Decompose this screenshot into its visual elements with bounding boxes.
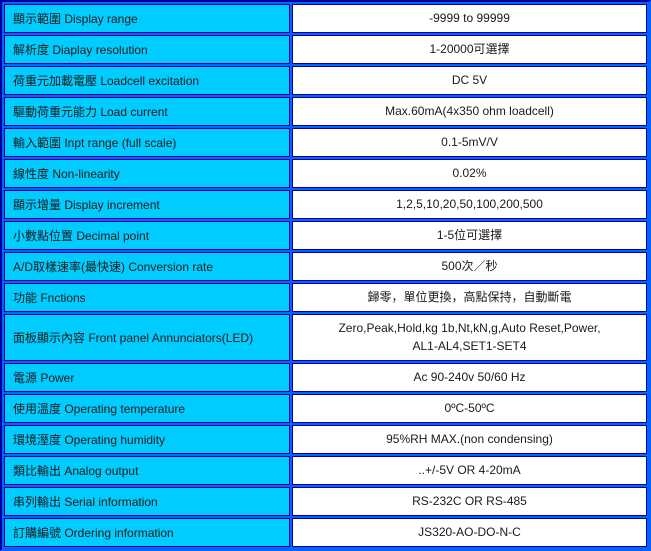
table-row: 類比輸出 Analog output ..+/-5V OR 4-20mA — [4, 456, 647, 485]
table-row: 面板顯示內容 Front panel Annunciators(LED) Zero… — [4, 314, 647, 361]
spec-label-cell: 驅動荷重元能力 Load current — [4, 97, 290, 126]
spec-label-cell: 功能 Fnctions — [4, 283, 290, 312]
spec-value-cell: DC 5V — [292, 66, 647, 95]
spec-value-cell: 歸零，單位更換，高點保持，自動斷電 — [292, 283, 647, 312]
table-row: 使用溫度 Operating temperature 0ºC-50ºC — [4, 394, 647, 423]
table-row: 功能 Fnctions 歸零，單位更換，高點保持，自動斷電 — [4, 283, 647, 312]
spec-value-cell: 500次／秒 — [292, 252, 647, 281]
spec-value-cell: -9999 to 99999 — [292, 4, 647, 33]
table-row: 環境溼度 Operating humidity 95%RH MAX.(non co… — [4, 425, 647, 454]
spec-value-cell: 1-5位可選擇 — [292, 221, 647, 250]
spec-label-cell: 線性度 Non-linearity — [4, 159, 290, 188]
table-row: 串列輸出 Serial information RS-232C OR RS-485 — [4, 487, 647, 516]
spec-value-cell: Zero,Peak,Hold,kg 1b,Nt,kN,g,Auto Reset,… — [292, 314, 647, 361]
table-row: 荷重元加載電壓 Loadcell excitation DC 5V — [4, 66, 647, 95]
spec-label-cell: 使用溫度 Operating temperature — [4, 394, 290, 423]
spec-value-cell: 0ºC-50ºC — [292, 394, 647, 423]
spec-label-cell: 環境溼度 Operating humidity — [4, 425, 290, 454]
spec-label-cell: 荷重元加載電壓 Loadcell excitation — [4, 66, 290, 95]
spec-value-cell: JS320-AO-DO-N-C — [292, 518, 647, 547]
table-row: 顯示範圍 Display range -9999 to 99999 — [4, 4, 647, 33]
spec-label-cell: 解析度 Diaplay resolution — [4, 35, 290, 64]
spec-label-cell: 小數點位置 Decimal point — [4, 221, 290, 250]
spec-value-cell: Ac 90-240v 50/60 Hz — [292, 363, 647, 392]
spec-label-cell: 顯示增量 Display increment — [4, 190, 290, 219]
spec-label-cell: 電源 Power — [4, 363, 290, 392]
spec-label-cell: 訂購編號 Ordering information — [4, 518, 290, 547]
table-row: 輸入範圍 Inpt range (full scale) 0.1-5mV/V — [4, 128, 647, 157]
table-row: 驅動荷重元能力 Load current Max.60mA(4x350 ohm l… — [4, 97, 647, 126]
table-row: 訂購編號 Ordering information JS320-AO-DO-N-C — [4, 518, 647, 547]
spec-value-cell: 1,2,5,10,20,50,100,200,500 — [292, 190, 647, 219]
spec-label-cell: 面板顯示內容 Front panel Annunciators(LED) — [4, 314, 290, 361]
spec-value-cell: RS-232C OR RS-485 — [292, 487, 647, 516]
spec-value-cell: ..+/-5V OR 4-20mA — [292, 456, 647, 485]
table-row: 小數點位置 Decimal point 1-5位可選擇 — [4, 221, 647, 250]
table-row: A/D取樣速率(最快速) Conversion rate 500次／秒 — [4, 252, 647, 281]
spec-value-cell: 0.02% — [292, 159, 647, 188]
spec-value-cell: Max.60mA(4x350 ohm loadcell) — [292, 97, 647, 126]
spec-value-cell: 0.1-5mV/V — [292, 128, 647, 157]
table-row: 顯示增量 Display increment 1,2,5,10,20,50,100… — [4, 190, 647, 219]
spec-value-cell: 1-20000可選擇 — [292, 35, 647, 64]
spec-table-body: 顯示範圍 Display range -9999 to 99999 解析度 Diap… — [4, 4, 647, 547]
spec-label-cell: A/D取樣速率(最快速) Conversion rate — [4, 252, 290, 281]
spec-value-cell: 95%RH MAX.(non condensing) — [292, 425, 647, 454]
spec-label-cell: 類比輸出 Analog output — [4, 456, 290, 485]
spec-label-cell: 顯示範圍 Display range — [4, 4, 290, 33]
spec-label-cell: 串列輸出 Serial information — [4, 487, 290, 516]
table-row: 線性度 Non-linearity 0.02% — [4, 159, 647, 188]
table-row: 解析度 Diaplay resolution 1-20000可選擇 — [4, 35, 647, 64]
spec-label-cell: 輸入範圍 Inpt range (full scale) — [4, 128, 290, 157]
table-row: 電源 Power Ac 90-240v 50/60 Hz — [4, 363, 647, 392]
